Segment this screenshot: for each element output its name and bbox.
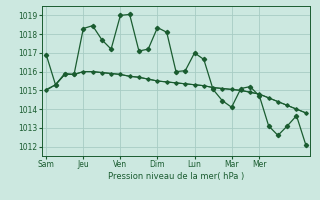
X-axis label: Pression niveau de la mer( hPa ): Pression niveau de la mer( hPa ) [108, 172, 244, 181]
